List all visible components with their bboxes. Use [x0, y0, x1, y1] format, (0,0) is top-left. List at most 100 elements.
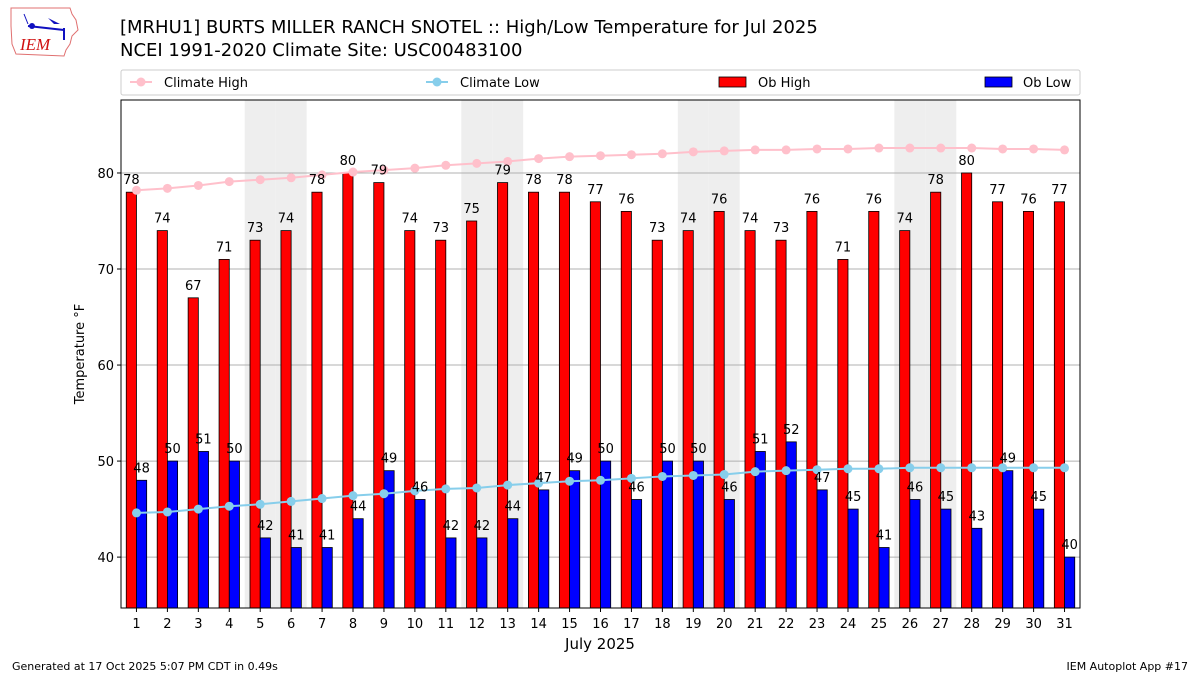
ob-low-label: 42 — [474, 519, 491, 534]
y-axis-label: Temperature °F — [73, 304, 88, 405]
y-tick-label: 80 — [97, 167, 114, 182]
ob-high-label: 74 — [154, 212, 171, 227]
climate-low-point — [812, 465, 822, 475]
ob-low-bar — [909, 499, 921, 609]
ob-high-label: 76 — [618, 192, 635, 207]
generated-footer: Generated at 17 Oct 2025 5:07 PM CDT in … — [12, 660, 278, 673]
ob-low-bar — [321, 547, 333, 609]
ob-low-bar — [228, 460, 240, 609]
ob-low-bar — [167, 460, 179, 609]
ob-low-label: 43 — [969, 509, 986, 524]
ob-high-label: 74 — [680, 212, 697, 227]
ob-low-bar — [290, 547, 302, 609]
x-tick-label: 30 — [1025, 617, 1042, 632]
ob-low-label: 42 — [257, 519, 274, 534]
chart-title: [MRHU1] BURTS MILLER RANCH SNOTEL :: Hig… — [120, 17, 818, 38]
climate-low-point — [905, 463, 915, 473]
climate-low-point — [348, 491, 358, 501]
ob-high-label: 78 — [123, 173, 140, 188]
climate-high-point — [936, 143, 946, 153]
ob-low-label: 51 — [752, 432, 769, 447]
x-tick-label: 24 — [840, 617, 857, 632]
ob-high-bar — [961, 172, 973, 609]
ob-low-label: 49 — [566, 452, 583, 467]
legend-bar-swatch — [984, 76, 1013, 88]
ob-low-bar — [197, 451, 209, 609]
ob-low-bar — [352, 518, 364, 609]
ob-low-bar — [940, 508, 952, 609]
ob-high-label: 75 — [463, 202, 480, 217]
ob-high-label: 73 — [773, 221, 790, 236]
ob-high-label: 67 — [185, 279, 202, 294]
x-tick-label: 10 — [407, 617, 424, 632]
ob-high-label: 76 — [866, 192, 883, 207]
climate-high-point — [719, 146, 729, 156]
ob-high-bar — [249, 239, 261, 609]
ob-high-label: 78 — [525, 173, 542, 188]
ob-low-label: 45 — [845, 490, 862, 505]
legend-label: Ob Low — [1023, 76, 1072, 91]
legend-label: Climate High — [164, 76, 248, 91]
ob-high-label: 76 — [711, 192, 728, 207]
climate-high-point — [317, 170, 327, 180]
climate-low-point — [843, 464, 853, 474]
x-tick-label: 28 — [963, 617, 980, 632]
ob-high-label: 78 — [556, 173, 573, 188]
ob-low-bar — [259, 537, 271, 609]
x-tick-label: 27 — [933, 617, 950, 632]
ob-high-bar — [589, 201, 601, 609]
climate-high-point — [967, 143, 977, 153]
x-tick-label: 22 — [778, 617, 795, 632]
climate-high-point — [286, 173, 296, 183]
ob-low-bar — [569, 470, 581, 609]
ob-high-label: 74 — [402, 212, 419, 227]
climate-low-point — [441, 484, 451, 494]
app-footer: IEM Autoplot App #17 — [1066, 660, 1189, 673]
climate-low-point — [1029, 463, 1039, 473]
x-tick-label: 8 — [349, 617, 357, 632]
ob-low-bar — [971, 527, 983, 609]
ob-high-label: 74 — [278, 212, 295, 227]
x-tick-label: 2 — [163, 617, 171, 632]
x-tick-label: 11 — [438, 617, 455, 632]
x-tick-label: 25 — [871, 617, 888, 632]
ob-high-label: 76 — [1020, 192, 1037, 207]
climate-low-point — [410, 486, 420, 496]
ob-low-label: 50 — [690, 442, 707, 457]
climate-high-point — [843, 144, 853, 154]
climate-high-point — [1029, 144, 1039, 154]
ob-high-label: 73 — [649, 221, 666, 236]
ob-high-bar — [497, 182, 509, 609]
climate-high-point — [998, 144, 1008, 154]
climate-low-point — [317, 494, 327, 504]
x-tick-label: 20 — [716, 617, 733, 632]
y-tick-label: 60 — [97, 359, 114, 374]
ob-high-bar — [528, 191, 540, 609]
ob-low-label: 50 — [597, 442, 614, 457]
climate-low-point — [286, 496, 296, 506]
ob-high-bar — [187, 297, 199, 609]
climate-low-point — [874, 464, 884, 474]
ob-low-label: 45 — [938, 490, 955, 505]
climate-low-point — [534, 478, 544, 488]
ob-low-bar — [1033, 508, 1045, 609]
ob-low-label: 50 — [226, 442, 243, 457]
ob-high-bar — [404, 230, 416, 609]
climate-low-point — [472, 483, 482, 493]
ob-low-bar — [631, 499, 643, 609]
ob-high-bar — [744, 230, 756, 609]
ob-high-label: 80 — [340, 154, 357, 169]
ob-low-bar — [476, 537, 488, 609]
climate-high-point — [224, 177, 234, 187]
ob-high-bar — [682, 230, 694, 609]
ob-low-label: 42 — [443, 519, 460, 534]
ob-high-label: 77 — [1051, 183, 1068, 198]
ob-low-bar — [1002, 470, 1014, 609]
climate-low-point — [503, 480, 513, 490]
x-tick-label: 3 — [194, 617, 202, 632]
climate-low-point — [998, 463, 1008, 473]
x-tick-label: 29 — [994, 617, 1011, 632]
ob-high-bar — [342, 172, 354, 609]
x-tick-label: 7 — [318, 617, 326, 632]
